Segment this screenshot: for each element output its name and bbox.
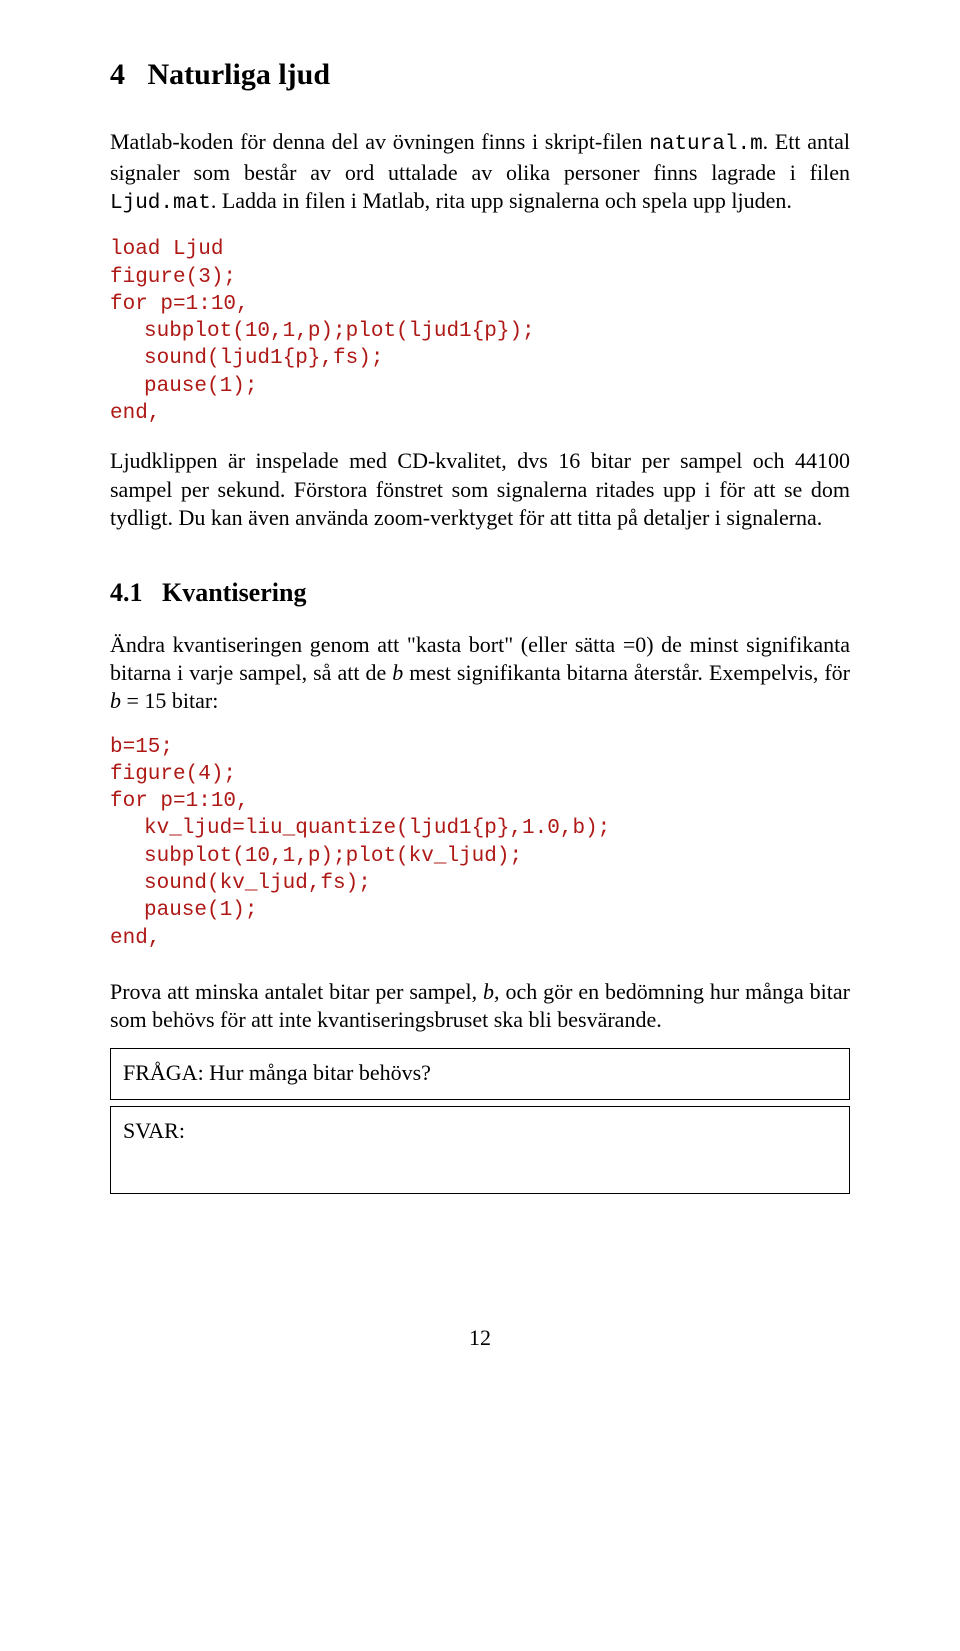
code-line: subplot(10,1,p);plot(kv_ljud); (110, 843, 850, 870)
subsection-title: Kvantisering (162, 578, 306, 607)
math-var: b (392, 660, 403, 685)
text: Matlab-koden för denna del av övningen f… (110, 129, 649, 154)
code-line: b=15; (110, 736, 173, 759)
subsection-heading: 4.1 Kvantisering (110, 576, 850, 609)
page-number: 12 (110, 1324, 850, 1352)
code-block-1: load Ljud figure(3); for p=1:10, subplot… (110, 236, 850, 427)
text: Prova att minska antalet bitar per sampe… (110, 979, 483, 1004)
answer-box: SVAR: (110, 1106, 850, 1194)
section-heading: 4 Naturliga ljud (110, 56, 850, 94)
answer-label: SVAR: (123, 1118, 185, 1143)
code-line: kv_ljud=liu_quantize(ljud1{p},1.0,b); (110, 815, 850, 842)
code-line: pause(1); (110, 897, 850, 924)
code-line: subplot(10,1,p);plot(ljud1{p}); (110, 318, 850, 345)
paragraph-try: Prova att minska antalet bitar per sampe… (110, 978, 850, 1034)
code-line: sound(kv_ljud,fs); (110, 870, 850, 897)
inline-code: natural.m (649, 133, 762, 156)
code-block-2: b=15; figure(4); for p=1:10, kv_ljud=liu… (110, 734, 850, 952)
code-line: pause(1); (110, 373, 850, 400)
math-var: b (110, 688, 121, 713)
code-line: for p=1:10, (110, 293, 249, 316)
code-line: for p=1:10, (110, 790, 249, 813)
code-line: sound(ljud1{p},fs); (110, 345, 850, 372)
code-line: figure(3); (110, 266, 236, 289)
code-line: end, (110, 927, 160, 950)
paragraph-quantization: Ändra kvantiseringen genom att "kasta bo… (110, 631, 850, 715)
subsection-number: 4.1 (110, 578, 143, 607)
code-line: figure(4); (110, 763, 236, 786)
inline-code: Ljud.mat (110, 192, 211, 215)
question-box: FRÅGA: Hur många bitar behövs? (110, 1048, 850, 1100)
text: . Ladda in filen i Matlab, rita upp sign… (211, 188, 792, 213)
paragraph-cd-quality: Ljudklippen är inspelade med CD-kvalitet… (110, 447, 850, 531)
section-title: Naturliga ljud (148, 58, 331, 91)
text: mest signifikanta bitarna återstår. Exem… (403, 660, 850, 685)
code-line: end, (110, 402, 160, 425)
paragraph-intro: Matlab-koden för denna del av övningen f… (110, 128, 850, 218)
question-text: FRÅGA: Hur många bitar behövs? (123, 1060, 431, 1085)
section-number: 4 (110, 58, 125, 91)
code-line: load Ljud (110, 238, 223, 261)
text: = 15 bitar: (121, 688, 218, 713)
math-var: b (483, 979, 494, 1004)
